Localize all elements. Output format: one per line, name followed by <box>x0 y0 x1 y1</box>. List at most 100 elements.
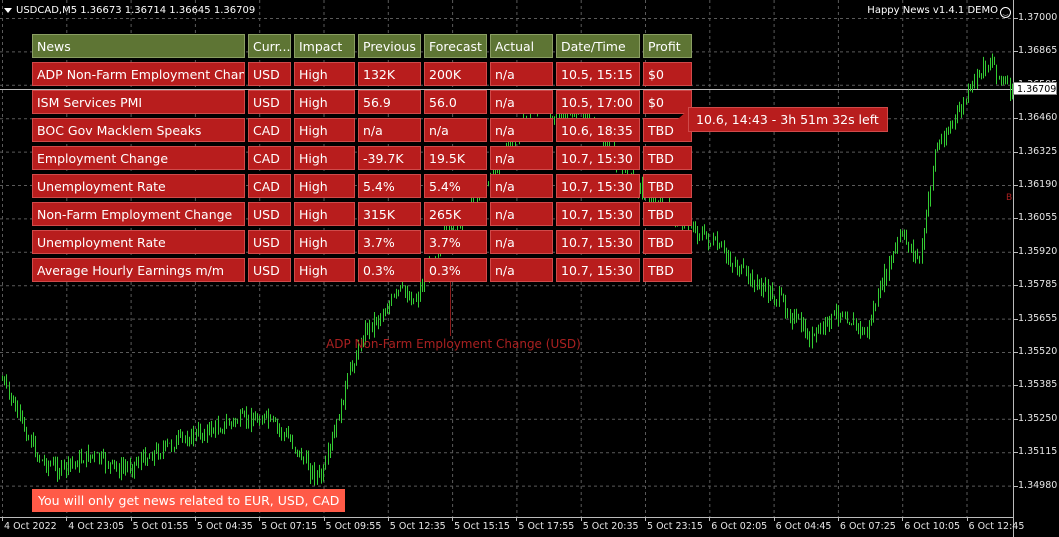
price-label: 1.34980 <box>1018 479 1058 491</box>
cell-profit: TBD <box>643 174 692 198</box>
cell-datetime: 10.7, 15:30 <box>556 174 640 198</box>
cell-profit: TBD <box>643 118 692 142</box>
cell-impact: High <box>294 174 355 198</box>
cell-actual: n/a <box>490 258 553 282</box>
time-tick <box>323 518 325 521</box>
time-tick <box>516 518 518 521</box>
time-label: 5 Oct 07:15 <box>261 521 318 532</box>
cell-currency: USD <box>248 90 291 114</box>
cell-news: BOC Gov Macklem Speaks <box>32 118 245 142</box>
cell-profit: TBD <box>643 230 692 254</box>
cell-previous: 56.9 <box>358 90 421 114</box>
price-label: 1.36325 <box>1018 145 1058 157</box>
cell-news: ADP Non-Farm Employment Change <box>32 62 245 86</box>
price-tick <box>1014 118 1018 120</box>
countdown-tooltip: 10.6, 14:43 - 3h 51m 32s left <box>688 107 888 132</box>
cell-previous: 315K <box>358 202 421 226</box>
cell-currency: CAD <box>248 146 291 170</box>
header-profit[interactable]: Profit <box>643 34 692 58</box>
price-tick <box>1014 18 1018 19</box>
time-label: 5 Oct 09:55 <box>325 521 382 532</box>
cell-actual: n/a <box>490 174 553 198</box>
cell-currency: USD <box>248 202 291 226</box>
time-label: 5 Oct 20:35 <box>582 521 639 532</box>
time-tick <box>452 518 454 521</box>
price-label: 1.36055 <box>1018 212 1058 224</box>
time-label: 6 Oct 10:05 <box>904 521 961 532</box>
cell-impact: High <box>294 258 355 282</box>
time-tick <box>194 518 196 521</box>
price-axis[interactable]: 1.370001.368651.365951.364601.363251.361… <box>1013 0 1059 537</box>
header-actual[interactable]: Actual <box>490 34 553 58</box>
cell-previous: -39.7K <box>358 146 421 170</box>
cell-currency: USD <box>248 62 291 86</box>
time-label: 6 Oct 04:45 <box>775 521 832 532</box>
smiley-icon: ‿ <box>1000 7 1011 18</box>
ea-label-text: Happy News v1.4.1 DEMO <box>867 5 998 16</box>
time-label: 5 Oct 23:15 <box>647 521 703 532</box>
cell-impact: High <box>294 146 355 170</box>
time-axis[interactable]: 4 Oct 2022 4 Oct 23:05 5 Oct 01:55 5 Oct 04… <box>0 517 1024 537</box>
price-label: 1.35115 <box>1018 446 1058 458</box>
time-tick <box>130 518 132 521</box>
cell-currency: USD <box>248 258 291 282</box>
price-tick <box>1014 151 1018 153</box>
time-tick <box>259 518 261 521</box>
cell-previous: 5.4% <box>358 174 421 198</box>
price-tick <box>1014 218 1018 220</box>
cell-impact: High <box>294 230 355 254</box>
price-label: 1.36190 <box>1018 179 1058 190</box>
symbol-info: USDCAD,M5 1.36673 1.36714 1.36645 1.3670… <box>4 5 255 16</box>
header-forecast[interactable]: Forecast <box>424 34 487 58</box>
cell-news: Non-Farm Employment Change <box>32 202 245 226</box>
cell-previous: 0.3% <box>358 258 421 282</box>
header-previous[interactable]: Previous <box>358 34 421 58</box>
time-label: 5 Oct 04:35 <box>196 521 253 532</box>
price-label: 1.35920 <box>1018 245 1058 257</box>
cell-currency: CAD <box>248 118 291 142</box>
time-label: 4 Oct 23:05 <box>68 521 125 532</box>
cell-impact: High <box>294 202 355 226</box>
price-label: 1.36460 <box>1018 112 1058 124</box>
countdown-pointer-icon <box>678 110 688 128</box>
cell-actual: n/a <box>490 62 553 86</box>
header-impact[interactable]: Impact <box>294 34 355 58</box>
header-datetime[interactable]: Date/Time <box>556 34 640 58</box>
time-label: 6 Oct 07:25 <box>839 521 896 532</box>
price-tick <box>1014 352 1018 353</box>
cell-datetime: 10.7, 15:30 <box>556 202 640 226</box>
cell-datetime: 10.5, 15:15 <box>556 62 640 86</box>
time-tick <box>2 518 3 521</box>
price-label: 1.35250 <box>1018 412 1058 424</box>
cell-currency: USD <box>248 230 291 254</box>
header-currency[interactable]: Curr... <box>248 34 291 58</box>
time-tick <box>773 518 775 521</box>
cell-impact: High <box>294 118 355 142</box>
price-tick <box>1014 452 1018 454</box>
price-label: 1.37000 <box>1018 12 1058 23</box>
cell-currency: CAD <box>248 174 291 198</box>
time-tick <box>387 518 389 521</box>
price-tick <box>1014 185 1018 186</box>
cell-datetime: 10.7, 15:30 <box>556 258 640 282</box>
cell-forecast: 0.3% <box>424 258 487 282</box>
cell-forecast: 5.4% <box>424 174 487 198</box>
dropdown-triangle-icon[interactable] <box>4 7 12 13</box>
cell-datetime: 10.7, 15:30 <box>556 146 640 170</box>
cell-news: Employment Change <box>32 146 245 170</box>
cell-actual: n/a <box>490 118 553 142</box>
currency-notice: You will only get news related to EUR, U… <box>32 489 346 512</box>
time-tick <box>837 518 839 521</box>
cell-forecast: 56.0 <box>424 90 487 114</box>
cell-actual: n/a <box>490 230 553 254</box>
header-news[interactable]: News <box>32 34 245 58</box>
price-label: 1.36865 <box>1018 45 1058 57</box>
cell-news: Average Hourly Earnings m/m <box>32 258 245 282</box>
time-label: 5 Oct 17:55 <box>518 521 575 532</box>
price-tick <box>1014 485 1018 487</box>
cell-news: Unemployment Rate <box>32 174 245 198</box>
cell-actual: n/a <box>490 202 553 226</box>
time-tick <box>580 518 582 521</box>
cell-previous: n/a <box>358 118 421 142</box>
time-tick <box>966 518 968 521</box>
